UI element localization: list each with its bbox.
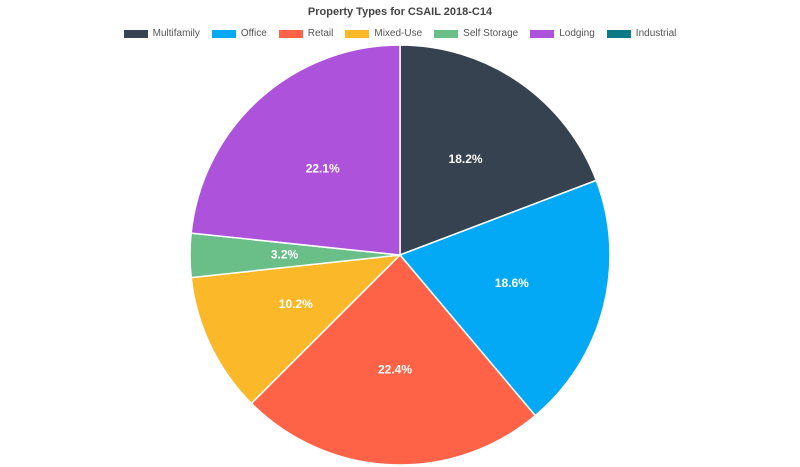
- legend-item-self-storage[interactable]: Self Storage: [434, 28, 518, 39]
- legend-item-industrial[interactable]: Industrial: [606, 28, 677, 39]
- slice-lodging[interactable]: [190, 44, 401, 256]
- slice-label-mixed-use: 10.2%: [279, 297, 313, 311]
- legend-swatch: [278, 29, 303, 38]
- slice-mixed-use[interactable]: [190, 254, 403, 405]
- slice-multifamily[interactable]: [399, 44, 598, 257]
- slice-label-multifamily: 18.2%: [449, 152, 483, 166]
- legend-label: Mixed-Use: [374, 28, 423, 39]
- slice-label-self-storage: 3.2%: [271, 247, 299, 261]
- legend-item-multifamily[interactable]: Multifamily: [123, 28, 200, 39]
- slice-label-retail: 22.4%: [378, 363, 412, 377]
- legend-swatch: [606, 29, 631, 38]
- legend-item-retail[interactable]: Retail: [278, 28, 334, 39]
- legend-label: Retail: [307, 28, 334, 39]
- legend-label: Industrial: [635, 28, 677, 39]
- legend-swatch: [434, 29, 459, 38]
- legend-label: Lodging: [559, 28, 595, 39]
- slice-label-office: 18.6%: [495, 276, 529, 290]
- slice-retail[interactable]: [250, 253, 537, 466]
- legend-item-office[interactable]: Office: [211, 28, 267, 39]
- legend-swatch: [123, 29, 148, 38]
- legend-label: Multifamily: [152, 28, 200, 39]
- legend-swatch: [530, 29, 555, 38]
- legend-label: Office: [240, 28, 267, 39]
- legend-item-mixed-use[interactable]: Mixed-Use: [345, 28, 422, 39]
- legend-item-lodging[interactable]: Lodging: [530, 28, 595, 39]
- legend-swatch: [211, 29, 236, 38]
- legend-swatch: [345, 29, 370, 38]
- legend-label: Self Storage: [463, 28, 519, 39]
- chart-title: Property Types for CSAIL 2018-C14: [307, 6, 493, 18]
- legend: Multifamily Office Retail Mixed-Use Self Sto…: [0, 28, 800, 39]
- slice-office[interactable]: [398, 179, 611, 417]
- slice-label-lodging: 22.1%: [306, 161, 340, 175]
